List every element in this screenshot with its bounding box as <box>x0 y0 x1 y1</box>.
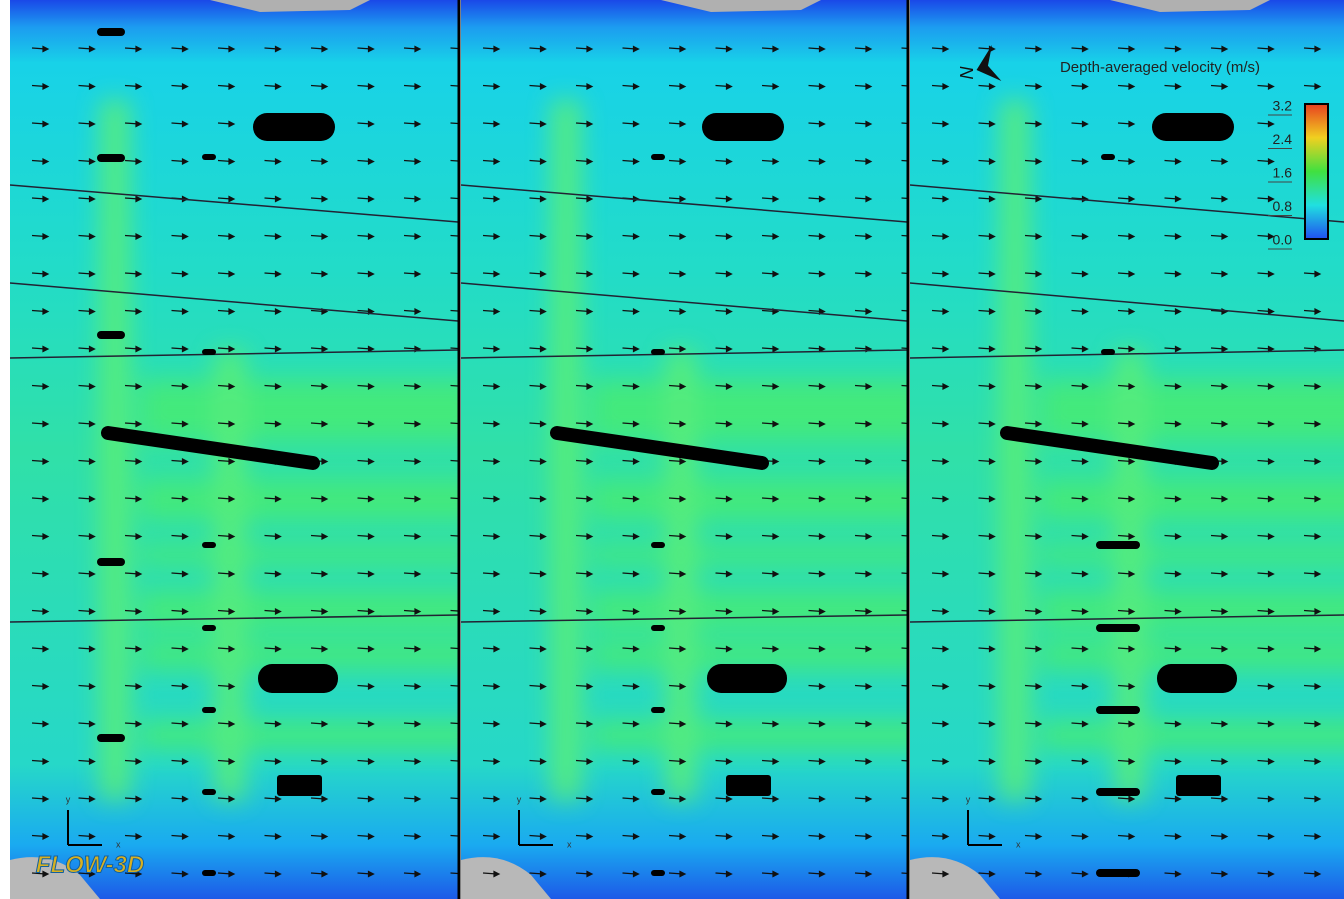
color-tick-label: 1.6 <box>1273 165 1293 181</box>
block <box>97 331 125 339</box>
pier <box>1152 113 1234 141</box>
block <box>1096 624 1140 632</box>
simulation-view: yxyxyx Depth-averaged velocity (m/s) 3.2… <box>0 0 1344 899</box>
y-axis-label: y <box>966 794 971 804</box>
pier <box>707 664 787 693</box>
block <box>1096 869 1140 877</box>
block <box>202 789 216 795</box>
band <box>140 590 480 630</box>
block <box>202 625 216 631</box>
band <box>100 100 130 800</box>
x-axis-label: x <box>567 839 572 849</box>
color-tick-label: 0.8 <box>1273 198 1293 214</box>
color-bar <box>1305 104 1328 239</box>
block <box>651 707 665 713</box>
color-tick-label: 3.2 <box>1273 98 1293 114</box>
block <box>202 349 216 355</box>
block <box>1096 788 1140 796</box>
block <box>97 28 125 36</box>
block <box>651 349 665 355</box>
block <box>1096 541 1140 549</box>
block <box>202 707 216 713</box>
block <box>1101 349 1115 355</box>
panel: yx <box>461 0 931 899</box>
y-axis-label: y <box>66 794 71 804</box>
pier <box>726 775 771 796</box>
block <box>651 870 665 876</box>
block <box>651 542 665 548</box>
x-axis-label: x <box>1016 839 1021 849</box>
band <box>140 545 480 565</box>
color-tick-label: 0.0 <box>1273 232 1293 248</box>
band <box>591 545 931 565</box>
pier <box>1176 775 1221 796</box>
band <box>551 100 581 800</box>
band <box>1000 100 1030 800</box>
panel: yx <box>10 0 480 899</box>
pier <box>253 113 335 141</box>
color-tick-label: 2.4 <box>1273 131 1293 147</box>
block <box>97 154 125 162</box>
band <box>591 380 931 440</box>
band <box>1040 380 1344 440</box>
x-axis-label: x <box>116 839 121 849</box>
y-axis-label: y <box>517 794 522 804</box>
band <box>591 720 931 750</box>
block <box>97 734 125 742</box>
panel-content <box>10 0 480 899</box>
block <box>1096 706 1140 714</box>
logo: FLOW-3D <box>36 851 144 878</box>
block <box>1101 154 1115 160</box>
block <box>651 789 665 795</box>
band <box>140 480 480 520</box>
pier <box>1157 664 1237 693</box>
band <box>591 480 931 520</box>
pier <box>258 664 338 693</box>
north-label: N <box>957 65 977 79</box>
band <box>1040 545 1344 565</box>
pier <box>277 775 322 796</box>
panels: yxyxyx <box>10 0 1344 899</box>
block <box>651 625 665 631</box>
block <box>202 154 216 160</box>
band <box>140 720 480 750</box>
block <box>97 558 125 566</box>
panel-content <box>461 0 931 899</box>
block <box>202 542 216 548</box>
band <box>140 380 480 440</box>
band <box>591 590 931 630</box>
block <box>651 154 665 160</box>
block <box>202 870 216 876</box>
legend-title: Depth-averaged velocity (m/s) <box>1060 59 1260 76</box>
pier <box>702 113 784 141</box>
